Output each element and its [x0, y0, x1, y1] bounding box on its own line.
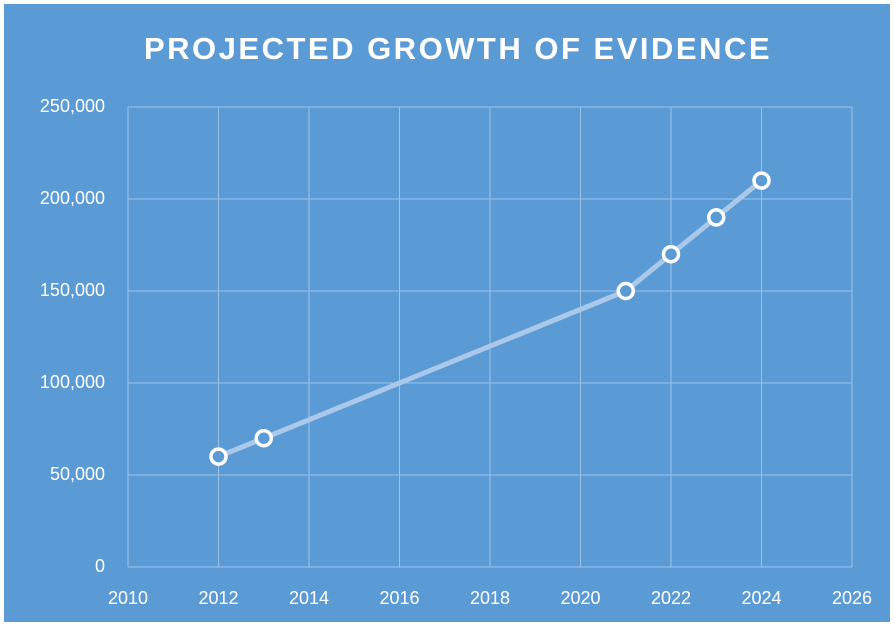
y-tick-label: 0 [95, 556, 105, 576]
y-tick-label: 100,000 [40, 372, 105, 392]
x-tick-label: 2014 [289, 588, 329, 608]
y-tick-label: 150,000 [40, 280, 105, 300]
x-tick-label: 2022 [651, 588, 691, 608]
x-tick-label: 2020 [560, 588, 600, 608]
data-point [661, 244, 681, 264]
chart-title: PROJECTED GROWTH OF EVIDENCE [144, 31, 772, 66]
x-tick-label: 2024 [741, 588, 781, 608]
y-tick-label: 50,000 [50, 464, 105, 484]
data-point [254, 428, 273, 448]
data-point [707, 208, 726, 227]
x-tick-label: 2018 [470, 588, 510, 608]
x-tick-label: 2026 [832, 588, 872, 608]
data-point [209, 447, 228, 466]
x-tick-label: 2016 [379, 588, 419, 608]
data-point [616, 281, 635, 301]
chart-background [4, 4, 890, 622]
x-tick-label: 2012 [198, 588, 238, 608]
y-tick-label: 250,000 [40, 96, 105, 116]
data-point [752, 171, 771, 190]
x-tick-label: 2010 [108, 588, 148, 608]
y-tick-label: 200,000 [40, 188, 105, 208]
